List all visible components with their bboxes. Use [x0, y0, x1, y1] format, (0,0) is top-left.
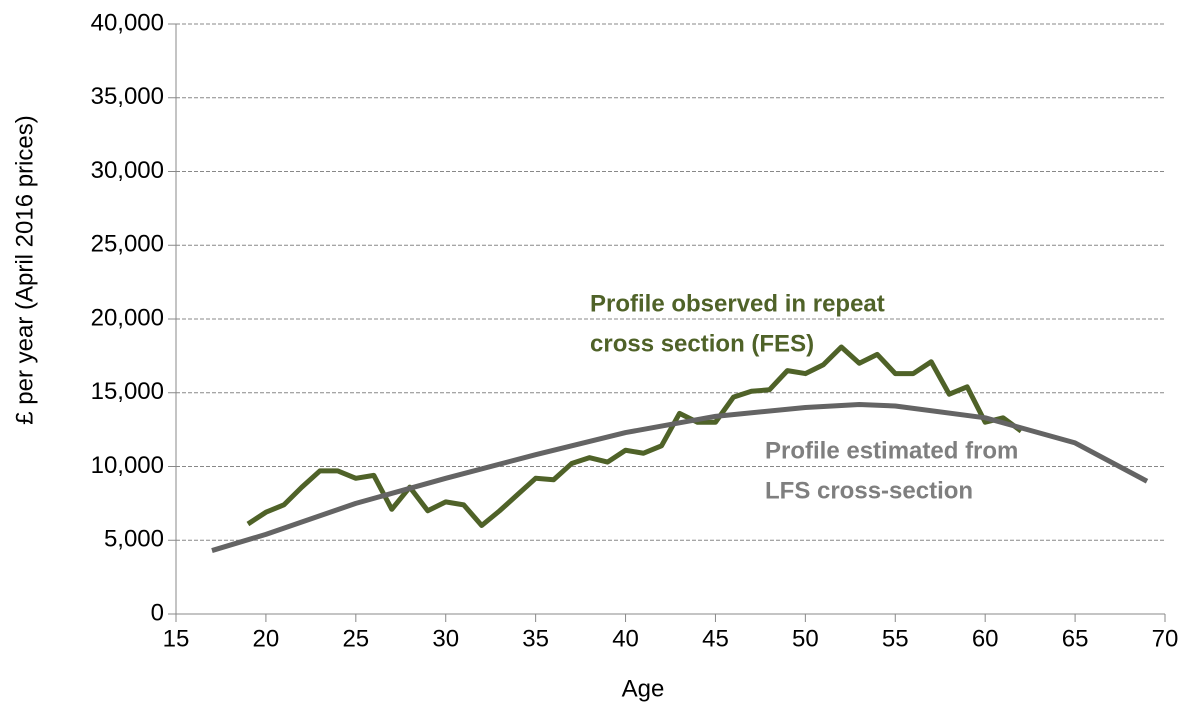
y-tick-label: 35,000: [91, 83, 164, 110]
y-tick-label: 40,000: [91, 9, 164, 36]
x-tick-label: 40: [612, 625, 639, 652]
x-tick-label: 65: [1062, 625, 1089, 652]
y-axis-label: £ per year (April 2016 prices): [11, 115, 38, 424]
x-tick-label: 60: [972, 625, 999, 652]
annotation: LFS cross-section: [765, 477, 973, 504]
y-tick-label: 5,000: [104, 526, 164, 553]
annotation: Profile estimated from: [765, 437, 1018, 464]
series-line: [246, 344, 1023, 528]
x-tick-label: 50: [792, 625, 819, 652]
x-tick-label: 35: [522, 625, 549, 652]
x-axis-label: Age: [622, 675, 665, 702]
x-tick-label: 70: [1152, 625, 1179, 652]
annotation: cross section (FES): [590, 330, 814, 357]
y-tick-label: 25,000: [91, 231, 164, 258]
x-tick-label: 55: [882, 625, 909, 652]
x-tick-label: 30: [432, 625, 459, 652]
x-tick-label: 20: [253, 625, 280, 652]
series-line: [211, 402, 1149, 553]
y-tick-label: 20,000: [91, 304, 164, 331]
y-tick-label: 0: [151, 599, 164, 626]
y-tick-label: 15,000: [91, 378, 164, 405]
x-tick-label: 45: [702, 625, 729, 652]
annotation: Profile observed in repeat: [590, 290, 885, 317]
x-tick-label: 15: [163, 625, 190, 652]
y-tick-label: 30,000: [91, 157, 164, 184]
y-tick-label: 10,000: [91, 452, 164, 479]
x-tick-label: 25: [342, 625, 369, 652]
